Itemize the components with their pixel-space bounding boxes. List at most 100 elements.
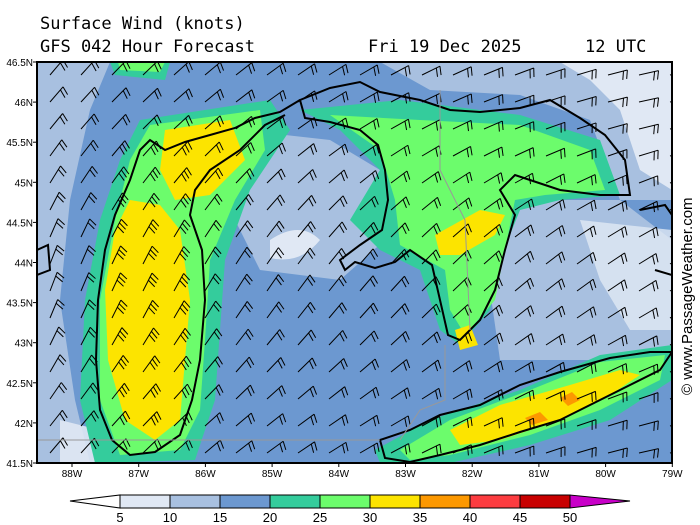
wind-barb <box>235 168 255 184</box>
legend-tick-label: 50 <box>563 510 577 525</box>
wind-barb <box>111 299 128 319</box>
wind-barb <box>297 247 316 265</box>
wind-barb <box>111 410 131 427</box>
wind-barb <box>483 304 504 319</box>
wind-barb <box>328 302 347 319</box>
wind-barb <box>235 273 253 292</box>
wind-barb <box>235 384 255 400</box>
longitude-label: 83W <box>395 469 416 480</box>
wind-barb <box>80 166 98 184</box>
wind-barb <box>638 448 660 459</box>
wind-barb <box>297 195 317 211</box>
wind-barb <box>576 95 597 107</box>
wind-barb <box>142 383 161 400</box>
wind-barb <box>576 306 597 319</box>
legend-tick-label: 30 <box>363 510 377 525</box>
wind-barb <box>390 65 411 77</box>
legend-swatch <box>169 494 221 509</box>
wind-barb <box>49 165 67 184</box>
wind-barb <box>173 114 193 130</box>
wind-barb <box>607 123 628 134</box>
wind-barb <box>204 167 224 184</box>
wind-barb <box>49 244 65 265</box>
wind-barb <box>421 303 441 319</box>
wind-barb <box>359 144 380 157</box>
wind-barb <box>111 166 130 184</box>
legend-tick-label: 5 <box>116 510 123 525</box>
wind-barb <box>390 359 411 373</box>
latitude-label: 42.5N <box>6 379 33 390</box>
wind-barb <box>483 94 504 106</box>
wind-barb <box>390 387 411 400</box>
latitude-label: 43N <box>15 339 33 350</box>
wind-barb <box>359 170 380 184</box>
wind-barb <box>359 442 380 454</box>
wind-barb <box>328 91 349 103</box>
wind-barb <box>421 359 442 373</box>
wind-barb <box>452 119 473 132</box>
wind-barb <box>111 382 130 400</box>
wind-barb <box>576 390 597 402</box>
wind-barb <box>297 357 317 373</box>
wind-barb <box>576 148 597 160</box>
wind-barb <box>421 196 442 211</box>
wind-barb <box>545 225 566 238</box>
wind-barb <box>359 248 379 265</box>
wind-barb <box>328 330 348 346</box>
wind-barb <box>514 94 535 106</box>
wind-barb <box>142 219 160 238</box>
wind-barb <box>173 219 191 238</box>
wind-barb <box>142 411 162 427</box>
wind-barb <box>142 114 162 130</box>
wind-barb <box>576 199 597 212</box>
wind-barb <box>576 68 597 80</box>
wind-barb <box>80 86 100 103</box>
wind-barb <box>452 171 473 184</box>
wind-barb <box>204 141 224 157</box>
wind-barb <box>80 382 99 400</box>
wind-barb <box>328 221 348 238</box>
wind-barb <box>514 417 535 429</box>
legend-swatch <box>469 494 521 509</box>
longitude-labels: 88W 87W 86W 85W 84W 83W 82W 81W 80W 79W <box>62 463 683 480</box>
wind-barb <box>266 329 285 346</box>
wind-barb <box>421 171 442 184</box>
wind-barb <box>452 388 473 400</box>
wind-barb <box>421 416 442 428</box>
wind-barb <box>328 441 349 454</box>
wind-barb <box>576 251 597 265</box>
wind-barb <box>483 198 504 211</box>
wind-barb <box>483 146 504 158</box>
legend-tick-label: 10 <box>163 510 177 525</box>
latitude-label: 46N <box>15 98 33 109</box>
wind-barb <box>421 65 442 77</box>
wind-barb <box>49 299 65 319</box>
wind-barb <box>204 356 223 373</box>
wind-barb <box>607 447 628 459</box>
wind-barb <box>638 307 659 319</box>
wind-barb <box>545 305 566 319</box>
wind-barb <box>80 410 99 427</box>
wind-barb <box>514 305 535 319</box>
wind-barb <box>173 439 193 454</box>
wind-barb <box>80 245 96 265</box>
legend-swatch <box>519 494 571 509</box>
wind-barbs <box>49 62 672 459</box>
wind-barb <box>359 414 380 427</box>
wind-barb <box>514 445 535 457</box>
wind-barb <box>483 224 504 238</box>
wind-barb <box>390 275 410 292</box>
wind-barb <box>111 245 128 265</box>
longitude-label: 86W <box>195 469 216 480</box>
wind-barb <box>638 149 659 161</box>
wind-barb <box>142 87 162 103</box>
wind-barb <box>607 279 628 292</box>
wind-barb <box>142 245 159 265</box>
wind-barb <box>235 89 256 103</box>
wind-barb <box>297 63 318 76</box>
wind-barb <box>204 300 222 319</box>
wind-barb <box>266 220 285 238</box>
wind-barb <box>576 334 597 346</box>
wind-barb <box>483 250 503 265</box>
